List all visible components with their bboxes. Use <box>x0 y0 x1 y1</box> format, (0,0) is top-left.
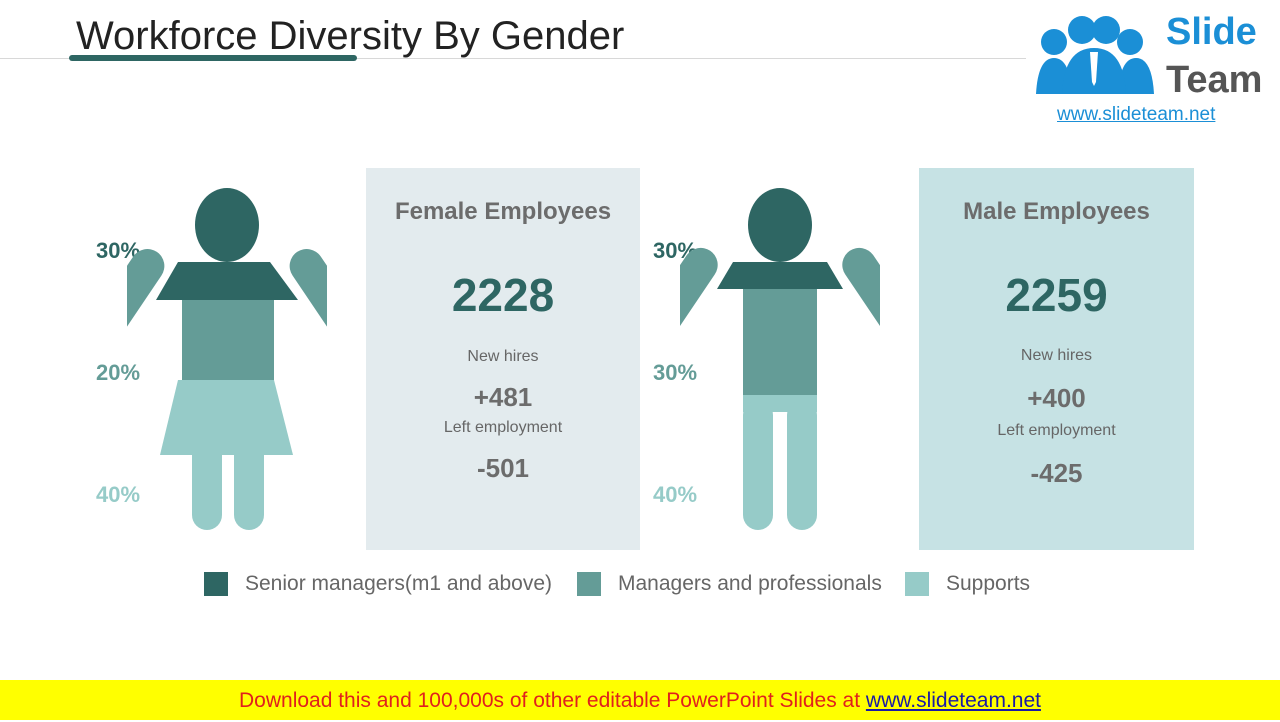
male-leg-left <box>743 400 773 530</box>
female-card-title: Female Employees <box>394 198 612 225</box>
female-new-hires-value: +481 <box>473 382 533 412</box>
people-icon <box>1036 16 1154 94</box>
female-managers-pct: 20% <box>96 360 141 385</box>
male-shoulders <box>717 262 843 289</box>
male-managers-pct: 30% <box>653 360 698 385</box>
slideteam-logo[interactable]: Slide Team www.slideteam.net <box>1026 0 1280 125</box>
male-supports-pct: 40% <box>653 482 698 507</box>
title-accent-bar <box>69 55 357 61</box>
male-employees-card: Male Employees 2259 New hires +400 Left … <box>919 168 1194 550</box>
legend-label-senior: Senior managers(m1 and above) <box>245 572 553 595</box>
female-arm-left <box>127 249 165 338</box>
female-supports-pct: 40% <box>96 482 141 507</box>
female-figure <box>127 188 327 530</box>
female-skirt <box>160 380 293 455</box>
legend-swatch-senior <box>204 572 228 596</box>
logo-url-link[interactable]: www.slideteam.net <box>1057 104 1216 125</box>
footer-banner: Download this and 100,000s of other edit… <box>0 680 1280 720</box>
logo-word-slide: Slide <box>1166 11 1257 53</box>
logo-word-team: Team <box>1166 59 1263 101</box>
female-shoulders <box>156 262 298 300</box>
legend-item-managers: Managers and professionals <box>577 570 882 598</box>
footer-link[interactable]: www.slideteam.net <box>865 689 1041 712</box>
male-arm-left <box>680 247 718 337</box>
legend-label-managers: Managers and professionals <box>618 572 882 595</box>
female-head <box>195 188 259 262</box>
legend-item-supports: Supports <box>905 570 1030 598</box>
footer-text: Download this and 100,000s of other edit… <box>239 689 866 712</box>
male-left-value: -425 <box>1030 458 1083 488</box>
legend-label-supports: Supports <box>946 572 1031 595</box>
male-figure <box>680 188 880 530</box>
legend-swatch-supports <box>905 572 929 596</box>
female-new-hires-label: New hires <box>467 348 539 365</box>
male-left-label: Left employment <box>997 422 1116 439</box>
female-left-value: -501 <box>476 453 530 483</box>
page-title: Workforce Diversity By Gender <box>76 14 625 58</box>
male-new-hires-label: New hires <box>1020 347 1093 364</box>
female-total: 2228 <box>451 269 555 321</box>
male-new-hires-value: +400 <box>1027 383 1086 413</box>
female-arm-right <box>289 249 327 338</box>
male-leg-right <box>787 400 817 530</box>
female-left-label: Left employment <box>443 419 563 436</box>
female-employees-card: Female Employees 2228 New hires +481 Lef… <box>366 168 640 550</box>
chart-legend: Senior managers(m1 and above) Managers a… <box>0 570 1280 598</box>
female-torso <box>182 300 274 380</box>
legend-item-senior: Senior managers(m1 and above) <box>204 570 552 598</box>
male-arm-right <box>842 247 880 337</box>
title-divider <box>0 58 1026 59</box>
male-total: 2259 <box>1005 269 1108 321</box>
male-card-title: Male Employees <box>963 198 1150 225</box>
male-head <box>748 188 812 262</box>
male-torso <box>743 289 817 395</box>
legend-swatch-managers <box>577 572 601 596</box>
